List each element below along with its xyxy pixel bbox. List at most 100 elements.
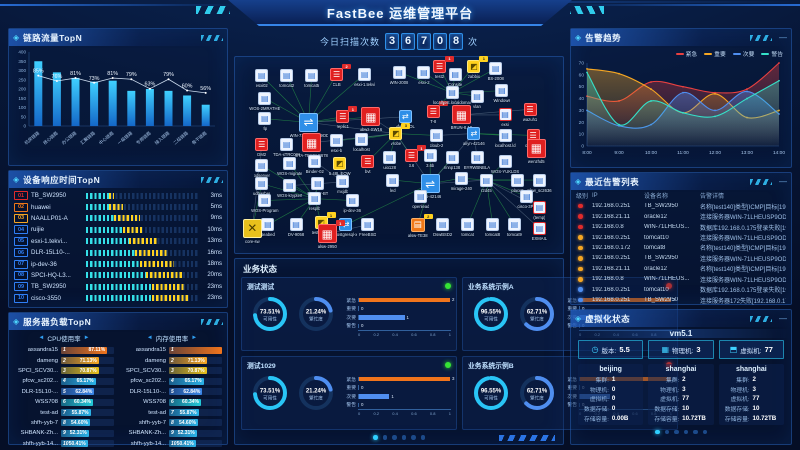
alarm-row[interactable]: 192.168.0.8 WIN-71LHEUS... 数据库192.168.0.17… bbox=[571, 222, 791, 232]
topology-node[interactable]: ▤ mirage-240 bbox=[441, 171, 481, 191]
topology-node[interactable]: ▤ EXMAIL bbox=[519, 221, 559, 241]
page-dot[interactable] bbox=[420, 435, 425, 440]
topology-node[interactable]: ◩ 1 zabbix bbox=[454, 56, 494, 79]
topology-node[interactable]: ☰ 2 CLB bbox=[317, 63, 357, 87]
topology-node[interactable]: ▤ uio128 bbox=[370, 151, 410, 170]
topology-node[interactable]: ▤ localhost bbox=[342, 132, 382, 152]
topology-node[interactable]: ▤ TDA-xTRC006 bbox=[267, 138, 307, 157]
virt-chip[interactable]: ◷ 版本: 5.5 bbox=[578, 340, 644, 359]
response-row[interactable]: 02 huawei 5ms bbox=[9, 201, 227, 212]
load-row[interactable]: assandra15 1 87.11% bbox=[14, 345, 114, 355]
topology-node[interactable]: ▤ esxi-1.tekvi bbox=[345, 67, 385, 87]
response-row[interactable]: 05 esxi-1.tekvi... 13ms bbox=[9, 236, 227, 247]
topology-node[interactable]: ▤ FreeBSD bbox=[348, 218, 388, 237]
topology-node[interactable]: ▤ tomcat5 bbox=[292, 69, 332, 88]
page-dot[interactable] bbox=[382, 435, 387, 440]
topology-node[interactable]: ▤ WOS-2MRATHE bbox=[245, 91, 285, 111]
load-row[interactable]: dameng 2 71.13% bbox=[122, 355, 222, 365]
topology-node[interactable]: ▤ Consite bbox=[435, 67, 475, 87]
load-row[interactable]: shfh-yyb-14... 10 50.41% bbox=[122, 439, 222, 449]
alarm-row[interactable]: 192.168.0.251 TB_SW2950 连接服务器WIN-71LHEUSP9… bbox=[571, 253, 791, 263]
alarm-row[interactable]: 192.168.0.251 tomcat10 数据库192.168.0.175登录失… bbox=[571, 285, 791, 295]
topology-node[interactable]: ▤ exsi bbox=[485, 108, 525, 127]
response-row[interactable]: 01 TB_SW2950 3ms bbox=[9, 190, 227, 201]
topology-node[interactable]: ✕ core-sw bbox=[232, 218, 272, 244]
topology-node[interactable]: ▤ odserver bbox=[242, 158, 282, 178]
response-row[interactable]: 09 TB_SW2950 23ms bbox=[9, 281, 227, 292]
topology-node[interactable]: ▤ WOS-kryptert bbox=[270, 179, 310, 198]
load-row[interactable]: shfh-yyb-14... 10 50.41% bbox=[14, 439, 114, 449]
topology-node[interactable]: ◩ 3 vrobe bbox=[376, 123, 416, 146]
alarm-row[interactable]: 192.168.0.8 WIN-71LHEUS... 连接服务器WIN-71LHEU… bbox=[571, 274, 791, 284]
topology-node[interactable]: ▤ (temp) bbox=[519, 201, 559, 220]
topology-node[interactable]: ▤ DV-9058 bbox=[276, 218, 316, 237]
topology-node[interactable]: ☰ 1 T-8 bbox=[413, 100, 453, 124]
response-row[interactable]: 04 ruijie 10ms bbox=[9, 224, 227, 235]
response-row[interactable]: 07 ip-dev-36 18ms bbox=[9, 258, 227, 269]
load-row[interactable]: DLR-15L10-... 5 62.84% bbox=[14, 387, 114, 397]
load-row[interactable]: assandra15 1 bbox=[122, 345, 222, 355]
minimize-icon[interactable]: — bbox=[779, 314, 787, 323]
load-row[interactable]: SPCI_SCV30... 3 70.87% bbox=[14, 366, 114, 376]
legend-item[interactable]: 警告 bbox=[761, 49, 783, 58]
response-row[interactable]: 06 DLR-15L10-... 16ms bbox=[9, 247, 227, 258]
topology-node[interactable]: ▤ ip-dev-36 bbox=[332, 194, 372, 213]
topology-node[interactable]: ▤ WOS-Program bbox=[245, 194, 285, 213]
topology-node[interactable]: ▦ BRUN-8.10 bbox=[441, 105, 481, 130]
topology-node[interactable]: ▤ WOS-migrate bbox=[270, 156, 310, 176]
topology-node[interactable]: ▦ ubwz-SW16 bbox=[351, 107, 391, 132]
topology-node[interactable]: ▤ seabed bbox=[248, 218, 288, 237]
topology-node[interactable]: ▤ cloub-2 bbox=[416, 128, 456, 148]
page-dot[interactable] bbox=[664, 429, 669, 435]
legend-item[interactable]: 次要 bbox=[732, 49, 754, 58]
topology-node[interactable]: ☰ bvt bbox=[348, 154, 388, 174]
topology-node[interactable]: ▤ tomcat8 bbox=[473, 218, 513, 237]
load-row[interactable]: DLR-15L10-... 5 62.84% bbox=[122, 387, 222, 397]
topology-node[interactable]: ⇌ pluto-42146 bbox=[410, 174, 450, 199]
business-card[interactable]: 测试测试 73.51% 可用性 21.24% 繁忙度 紧急 2 重要 0 次要 1 警告 0 0 0.2 0.… bbox=[241, 277, 457, 351]
topology-node[interactable]: ▤ 2 alsw-TE38 bbox=[398, 213, 438, 238]
load-row[interactable]: shfh-yyb-7 8 54.60% bbox=[122, 418, 222, 428]
load-row[interactable]: SPCI_SCV30... 3 70.87% bbox=[122, 366, 222, 376]
page-dot[interactable] bbox=[674, 429, 679, 435]
response-row[interactable]: 10 cisco-3550 23ms bbox=[9, 293, 227, 304]
load-row[interactable]: WSS708 6 60.34% bbox=[14, 397, 114, 407]
topology-node[interactable]: ▤ WOS-YUKLDS bbox=[485, 154, 525, 174]
topology-node[interactable]: ▤ esxi02 bbox=[242, 69, 282, 88]
topology-node[interactable]: ▤ cisco-3PC bbox=[507, 190, 547, 209]
page-dot[interactable] bbox=[702, 429, 707, 435]
load-row[interactable]: WSS708 6 60.34% bbox=[122, 397, 222, 407]
topology-node[interactable]: ◩ 5.48L.EQW bbox=[320, 156, 360, 176]
page-dot[interactable] bbox=[392, 435, 397, 440]
minimize-icon[interactable]: — bbox=[779, 33, 787, 42]
topology-node[interactable]: ▤ pfcw_sc2636 bbox=[519, 173, 559, 193]
topology-node[interactable]: ▤ localhost.localdomain bbox=[432, 86, 472, 105]
alarm-row[interactable]: 192.168.0.251 tomcat10 连接服务器WIN-71LHEUSP9O… bbox=[571, 232, 791, 242]
alarm-row[interactable]: 192.168.0.251 TB_SW2950 名称[test140]类型[ICMP… bbox=[571, 201, 791, 211]
alarm-row[interactable]: 192.168.21.11 oracle12 名称[test140]类型[ICMP]… bbox=[571, 264, 791, 274]
topology-node[interactable]: ▤ r2d45 bbox=[466, 173, 506, 193]
response-row[interactable]: 08 SPCI-HQ-L3... 20ms bbox=[9, 270, 227, 281]
topology-node[interactable]: ▤ Binder-02 bbox=[295, 154, 335, 174]
topology-node[interactable]: ▤ esxi-b bbox=[317, 134, 357, 153]
topology-node[interactable]: ▤ led bbox=[373, 173, 413, 193]
alarm-row[interactable]: 192.168.0.251 TB_SW2950 连接服务器172失败[192.168… bbox=[571, 295, 791, 305]
topology-node[interactable]: ☰ 1 replic1 bbox=[323, 106, 363, 129]
topology-node[interactable]: ▤ 3.6b bbox=[410, 149, 450, 168]
minimize-icon[interactable]: — bbox=[779, 177, 787, 186]
topology-node[interactable]: ▤ openlead bbox=[401, 190, 441, 209]
load-row[interactable]: pfcw_sc202... 4 65.17% bbox=[14, 376, 114, 386]
alarm-row[interactable]: 192.168.21.11 oracle12 连接服务器WIN-71LHEUSP9O… bbox=[571, 211, 791, 221]
page-dot[interactable] bbox=[683, 429, 688, 435]
topology-node[interactable]: ▤ esxi-2 bbox=[404, 65, 444, 85]
page-dot[interactable] bbox=[411, 435, 416, 440]
topology-node[interactable]: ▤ tomcat bbox=[448, 218, 488, 237]
virt-chip[interactable]: ⬒ 虚拟机: 77 bbox=[718, 340, 784, 359]
page-dot[interactable] bbox=[655, 429, 660, 435]
load-row[interactable]: test-ad 7 55.87% bbox=[122, 407, 222, 417]
topology-node[interactable]: ▤ DswBSD2 bbox=[423, 218, 463, 237]
legend-item[interactable]: 重要 bbox=[704, 49, 726, 58]
legend-item[interactable]: 紧急 bbox=[675, 49, 697, 58]
business-card[interactable]: 测试1029 73.51% 可用性 21.24% 繁忙度 紧急 3 重要 0 次要 1 警告 0 0 0.2… bbox=[241, 356, 457, 430]
load-row[interactable]: shfh-yyb-7 8 54.60% bbox=[14, 418, 114, 428]
